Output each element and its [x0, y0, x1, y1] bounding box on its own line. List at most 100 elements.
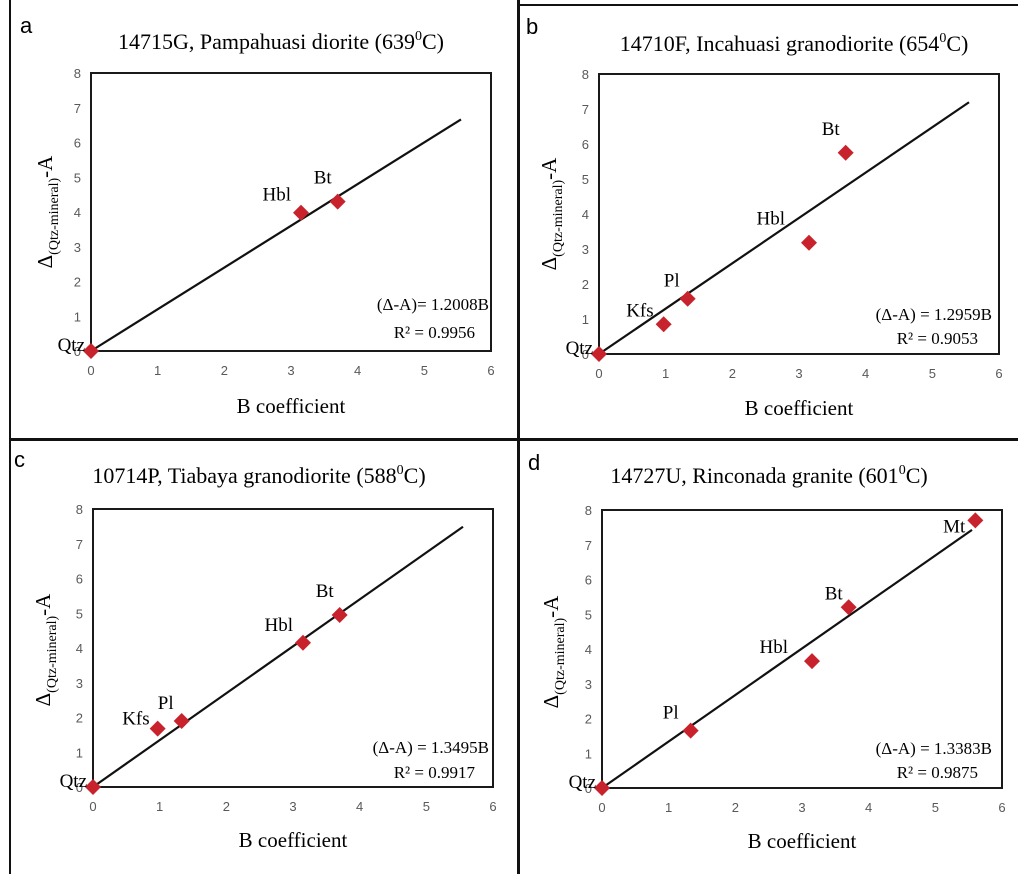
y-axis-label-tail: -A: [539, 595, 563, 618]
data-point-kfs: [149, 720, 166, 737]
chart-title-main: 14710F, Incahuasi granodiorite (654: [620, 31, 940, 56]
x-tick-label: 3: [795, 366, 802, 381]
data-point-qtz: [591, 346, 607, 362]
y-tick-label: 3: [582, 242, 589, 257]
r-squared: R² = 0.9917: [394, 763, 476, 782]
data-label-bt: Bt: [822, 119, 841, 140]
y-tick-label: 7: [76, 537, 83, 552]
r-squared: R² = 0.9956: [394, 323, 475, 342]
x-tick-label: 4: [865, 800, 872, 815]
data-label-kfs: Kfs: [626, 300, 653, 321]
plot-frame: [601, 509, 1003, 789]
y-tick-label: 7: [585, 538, 592, 553]
plot-frame: [90, 72, 492, 352]
y-axis-label-tail: -A: [31, 593, 55, 616]
y-tick-label: 0: [74, 344, 81, 359]
x-tick-label: 4: [862, 366, 869, 381]
data-point-qtz: [85, 779, 101, 795]
y-axis-label: Δ(Qtz-mineral)-A: [31, 593, 60, 706]
y-axis-label-main: Δ: [537, 257, 561, 271]
y-axis-label: Δ(Qtz-mineral)-A: [33, 155, 62, 268]
data-label-qtz: Qtz: [60, 771, 87, 792]
y-axis-label-subscript: (Qtz-mineral): [553, 618, 568, 695]
panel-a: a 14715G, Pampahuasi diorite (6390C) 0 1 2 3 4…: [10, 0, 518, 438]
y-tick-label: 2: [74, 275, 81, 290]
y-tick-label: 4: [582, 207, 589, 222]
chart-title-superscript: 0: [939, 31, 946, 46]
y-tick-label: 3: [585, 677, 592, 692]
y-tick-label: 4: [585, 642, 592, 657]
y-tick-label: 0: [76, 780, 83, 795]
x-tick-label: 3: [289, 799, 296, 814]
panel-b: b 14710F, Incahuasi granodiorite (6540C) 0…: [520, 0, 1018, 438]
chart-title-superscript: 0: [397, 463, 404, 478]
y-tick-label: 3: [74, 240, 81, 255]
y-tick-label: 6: [76, 572, 83, 587]
chart-title-main: 14727U, Rinconada granite (601: [610, 463, 898, 488]
panel-letter: d: [528, 450, 540, 475]
y-tick-label: 8: [76, 502, 83, 517]
x-tick-label: 1: [662, 366, 669, 381]
panel-letter: b: [526, 14, 538, 39]
chart-title-main: 14715G, Pampahuasi diorite (639: [118, 29, 415, 54]
y-tick-label: 4: [76, 641, 83, 656]
x-tick-label: 0: [595, 366, 602, 381]
y-axis-label-subscript: (Qtz-mineral): [45, 616, 60, 693]
data-point-hbl: [295, 634, 311, 651]
y-tick-label: 6: [585, 573, 592, 588]
y-tick-label: 4: [74, 205, 81, 220]
y-tick-label: 8: [585, 503, 592, 518]
panel-a-left-border: [9, 0, 11, 874]
data-label-hbl: Hbl: [263, 185, 292, 206]
data-point-bt: [329, 193, 346, 210]
y-tick-label: 2: [582, 277, 589, 292]
data-point-mt: [967, 512, 984, 529]
y-axis-label-subscript: (Qtz-mineral): [47, 178, 62, 255]
x-tick-label: 5: [423, 799, 430, 814]
data-point-kfs: [655, 316, 672, 333]
plot-frame: [598, 73, 1000, 355]
x-tick-label: 3: [287, 363, 294, 378]
panel-b-top-border: [520, 4, 1018, 6]
data-label-hbl: Hbl: [760, 637, 789, 658]
data-point-qtz: [594, 780, 610, 796]
y-axis-label-main: Δ: [539, 695, 563, 709]
chart-title: 14715G, Pampahuasi diorite (6390C): [118, 29, 444, 54]
data-label-bt: Bt: [825, 583, 844, 604]
y-tick-label: 1: [585, 746, 592, 761]
data-point-qtz: [83, 343, 99, 359]
x-tick-label: 0: [87, 363, 94, 378]
y-axis-label-main: Δ: [33, 255, 57, 269]
x-tick-label: 5: [932, 800, 939, 815]
y-tick-label: 5: [76, 606, 83, 621]
data-point-bt: [837, 144, 854, 161]
x-tick-label: 2: [221, 363, 228, 378]
chart-title-tail: C): [422, 29, 444, 54]
data-label-pl: Pl: [158, 693, 174, 714]
r-squared: R² = 0.9053: [897, 329, 978, 348]
y-tick-label: 0: [585, 781, 592, 796]
y-tick-label: 5: [582, 172, 589, 187]
regression-equation: (Δ-A) = 1.2959B: [876, 305, 992, 324]
y-tick-label: 2: [76, 711, 83, 726]
data-label-hbl: Hbl: [757, 209, 786, 230]
x-axis-label: B coefficient: [239, 828, 348, 852]
regression-equation: (Δ-A) = 1.3383B: [876, 739, 992, 758]
x-tick-label: 2: [729, 366, 736, 381]
x-axis-label: B coefficient: [748, 829, 857, 853]
y-tick-label: 8: [582, 67, 589, 82]
data-point-bt: [840, 599, 857, 616]
chart-title: 14710F, Incahuasi granodiorite (6540C): [620, 31, 969, 56]
x-tick-label: 6: [489, 799, 496, 814]
x-tick-label: 5: [421, 363, 428, 378]
x-tick-label: 6: [487, 363, 494, 378]
data-point-bt: [331, 606, 348, 623]
r-squared: R² = 0.9875: [897, 763, 978, 782]
data-point-pl: [682, 722, 699, 739]
regression-line: [598, 101, 970, 355]
regression-equation: (Δ-A)= 1.2008B: [377, 295, 489, 314]
x-tick-label: 6: [995, 366, 1002, 381]
x-tick-label: 4: [356, 799, 363, 814]
y-tick-label: 1: [74, 309, 81, 324]
